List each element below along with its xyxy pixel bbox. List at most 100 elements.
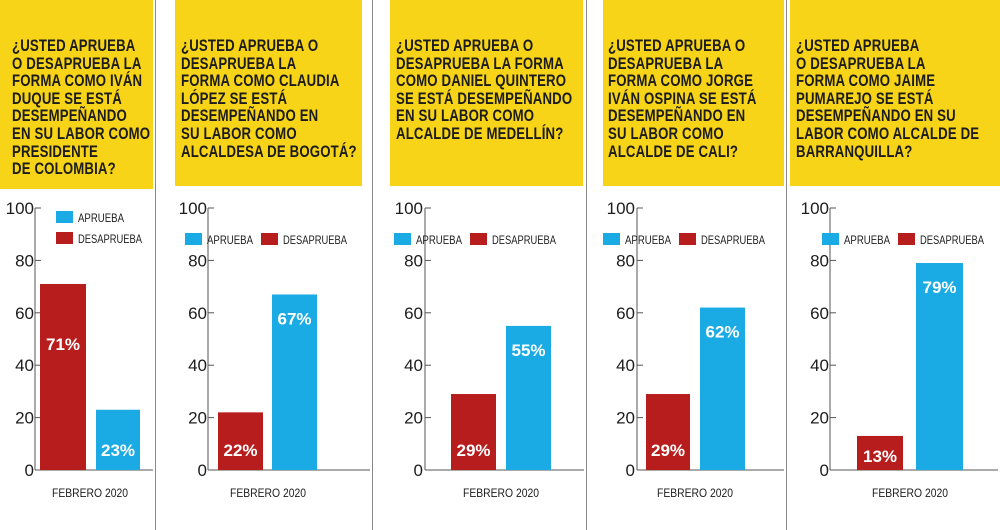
question-header	[175, 0, 362, 186]
legend-label: DESAPRUEBA	[701, 233, 765, 247]
bar-desaprueba	[451, 394, 496, 470]
y-tick-label: 0	[414, 461, 423, 480]
data-label: 62%	[705, 323, 739, 342]
question-title-line: FORMA COMO IVÁN	[12, 72, 143, 91]
question-title-line: LÓPEZ SE ESTÁ	[181, 89, 288, 108]
legend-swatch-desaprueba	[261, 233, 278, 245]
panel-divider	[586, 0, 587, 530]
question-title-line: DE COLOMBIA?	[12, 160, 116, 179]
bar-aprueba	[272, 294, 317, 470]
y-tick-label: 40	[15, 356, 34, 375]
y-tick-label: 80	[188, 251, 207, 270]
y-tick-label: 60	[188, 304, 207, 323]
question-title-line: PRESIDENTE	[12, 142, 98, 161]
question-title-line: IVÁN OSPINA SE ESTÁ	[608, 89, 757, 108]
x-category-label: FEBRERO 2020	[230, 486, 306, 500]
y-tick-label: 80	[404, 251, 423, 270]
y-tick-label: 40	[404, 356, 423, 375]
bar-aprueba	[96, 409, 140, 470]
x-category-label: FEBRERO 2020	[52, 486, 128, 500]
y-tick-label: 100	[179, 199, 207, 218]
data-label: 22%	[223, 441, 257, 460]
question-title-line: ¿USTED APRUEBA O	[181, 37, 319, 55]
question-title-line: ¿USTED APRUEBA O	[396, 37, 534, 55]
question-title-line: O DESAPRUEBA LA	[12, 54, 142, 73]
legend-swatch-desaprueba	[56, 232, 73, 244]
y-tick-label: 100	[607, 199, 635, 218]
question-title-line: SU LABOR COMO	[608, 124, 724, 143]
y-tick-label: 100	[801, 199, 829, 218]
x-category-label: FEBRERO 2020	[872, 486, 948, 500]
x-category-label: FEBRERO 2020	[463, 486, 539, 500]
y-tick-label: 20	[404, 409, 423, 428]
question-title: ¿USTED APRUEBA O DESAPRUEBA LA FORMA COMO …	[796, 37, 980, 161]
legend-label: APRUEBA	[625, 233, 671, 247]
question-title-line: FORMA COMO JORGE	[608, 72, 754, 91]
data-label: 79%	[922, 278, 956, 297]
question-title-line: DESEMPEÑANDO EN	[181, 107, 319, 126]
y-tick-label: 0	[198, 461, 207, 480]
question-title-line: BARRANQUILLA?	[796, 142, 913, 161]
y-tick-label: 60	[810, 304, 829, 323]
y-tick-label: 60	[404, 304, 423, 323]
question-title-line: SU LABOR COMO	[181, 124, 297, 143]
question-header	[790, 0, 1000, 186]
data-label: 29%	[651, 441, 685, 460]
data-label: 23%	[101, 441, 135, 460]
question-title-line: FORMA COMO CLAUDIA	[181, 72, 340, 91]
legend-swatch-aprueba	[394, 233, 411, 245]
legend-swatch-desaprueba	[470, 233, 487, 245]
question-title-line: DUQUE SE ESTÁ	[12, 89, 122, 108]
legend-swatch-desaprueba	[898, 233, 915, 245]
panel-divider	[155, 0, 156, 530]
bar-aprueba	[506, 325, 551, 470]
legend-swatch-aprueba	[822, 233, 839, 245]
y-tick-label: 80	[15, 251, 34, 270]
question-title-line: DESEMPEÑANDO EN SU	[796, 107, 956, 126]
bar-aprueba	[916, 263, 963, 470]
legend-label: DESAPRUEBA	[492, 233, 556, 247]
question-title-line: DESAPRUEBA LA FORMA	[396, 54, 564, 73]
y-tick-label: 0	[25, 461, 34, 480]
bar-desaprueba	[218, 412, 263, 470]
legend-label: APRUEBA	[416, 233, 462, 247]
legend-label: DESAPRUEBA	[920, 233, 984, 247]
y-tick-label: 80	[810, 251, 829, 270]
legend-label: APRUEBA	[207, 233, 253, 247]
question-title-line: FORMA COMO JAIME	[796, 72, 936, 91]
legend-swatch-desaprueba	[679, 233, 696, 245]
question-title: ¿USTED APRUEBA O DESAPRUEBA LA FORMA COMO …	[608, 37, 757, 161]
legend-label: APRUEBA	[78, 211, 124, 225]
legend-swatch-aprueba	[185, 233, 202, 245]
data-label: 55%	[511, 341, 545, 360]
y-tick-label: 0	[626, 461, 635, 480]
y-tick-label: 40	[188, 356, 207, 375]
y-tick-label: 20	[810, 409, 829, 428]
question-header	[390, 0, 583, 186]
y-tick-label: 60	[616, 304, 635, 323]
question-header	[0, 0, 153, 189]
legend-swatch-aprueba	[603, 233, 620, 245]
question-title-line: LABOR COMO ALCALDE DE	[796, 124, 980, 143]
y-tick-label: 60	[15, 304, 34, 323]
legend-swatch-aprueba	[56, 211, 73, 223]
bar-aprueba	[700, 307, 745, 470]
data-label: 71%	[46, 335, 80, 354]
data-label: 13%	[863, 447, 897, 466]
y-tick-label: 20	[15, 409, 34, 428]
question-title-line: O DESAPRUEBA LA	[796, 54, 926, 73]
question-header	[603, 0, 784, 186]
panel-divider	[786, 0, 787, 530]
bar-desaprueba	[646, 394, 690, 470]
y-tick-label: 80	[616, 251, 635, 270]
question-title-line: ALCALDE DE MEDELLÍN?	[396, 124, 564, 143]
question-title-line: DESAPRUEBA LA	[181, 54, 297, 73]
question-title: ¿USTED APRUEBA O DESAPRUEBA LA FORMA COMO …	[12, 37, 150, 179]
y-tick-label: 20	[616, 409, 635, 428]
bar-desaprueba	[857, 435, 903, 470]
question-title-line: DESEMPEÑANDO	[12, 107, 127, 126]
